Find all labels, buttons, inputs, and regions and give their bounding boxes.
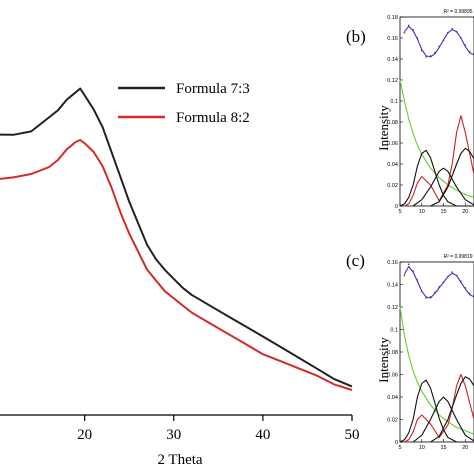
y-tick-label: 0.14: [387, 283, 398, 289]
series-line-0: [0, 87, 353, 388]
x-axis-label: 2 Theta: [157, 452, 202, 468]
y-tick-label: 0.12: [387, 305, 398, 311]
y-tick-label: 0: [395, 204, 398, 210]
frame-rect-c: [399, 261, 474, 443]
fit-panel-b: (b) Intensity R² = 0.99895 0 0.02 0.04 0.06…: [346, 9, 474, 215]
fit-curve-2: [399, 79, 474, 199]
y-tick-label: 0.06: [387, 373, 398, 379]
x-tick-label: 20: [462, 445, 468, 451]
data-point: [403, 274, 406, 277]
y-tick-label: 0.02: [387, 183, 398, 189]
y-axis-label-c: Intensity: [376, 337, 391, 383]
legend-label-formula-8-2: Formula 8:2: [176, 110, 250, 126]
fit-curves-c: [399, 263, 474, 443]
panel-label-b: (b): [346, 27, 366, 46]
y-tick-label: 0.1: [390, 99, 398, 105]
fit-curves-b: [399, 24, 474, 207]
y-tick-label: 0.08: [387, 120, 398, 126]
fit-panel-c: (c) Intensity R² = 0.99819 0 0.02 0.04 0.06…: [346, 251, 474, 451]
fit-curve-4: [399, 379, 474, 443]
y-tick-label: 0.14: [387, 57, 398, 63]
y-tick-label: 0.1: [390, 328, 398, 334]
x-tick-label-20: 20: [77, 427, 92, 443]
y-tick-label: 0.16: [387, 36, 398, 42]
y-tick-label: 0.06: [387, 141, 398, 147]
y-tick-label: 0.08: [387, 350, 398, 356]
y-tick-label: 0.12: [387, 78, 398, 84]
data-point: [451, 271, 454, 273]
data-point: [403, 31, 406, 34]
y-tick-label: 0: [395, 440, 398, 446]
data-point: [451, 27, 454, 30]
data-point: [407, 263, 410, 266]
x-tick-label: 10: [419, 445, 425, 451]
plot-frame-c: [399, 261, 474, 443]
y-tick-label: 0.18: [387, 15, 398, 21]
y-tick-label: 0.04: [387, 395, 398, 401]
fit-curve-6: [430, 147, 474, 207]
fit-curve-5: [412, 396, 474, 443]
fit-curve-2: [399, 306, 474, 435]
y-tick-label: 0.16: [387, 260, 398, 266]
x-tick-label-40: 40: [255, 427, 270, 443]
x-tick-label: 5: [398, 445, 401, 451]
fit-curve-1: [403, 265, 474, 299]
fit-curve-4: [399, 149, 474, 207]
x-tick-label-30: 30: [166, 427, 181, 443]
legend-label-formula-7-3: Formula 7:3: [176, 81, 250, 97]
y-axis-label-b: Intensity: [376, 105, 391, 151]
r-squared-b: R² = 0.99895: [443, 9, 472, 15]
fit-curve-3: [404, 373, 474, 443]
main-xrd-chart: 20 30 40 50 2 Theta Formula 7:3 Formula 8:2: [0, 81, 360, 468]
x-tick-label-50: 50: [345, 427, 360, 443]
plot-frame-b: [399, 16, 474, 207]
fit-curve-6: [430, 376, 474, 443]
series-line-1: [0, 139, 353, 391]
x-tick-label: 15: [440, 445, 446, 451]
data-point: [407, 24, 410, 27]
panel-label-c: (c): [346, 251, 365, 270]
r-squared-c: R² = 0.99819: [443, 254, 472, 260]
x-tick-label: 20: [462, 209, 468, 215]
x-tick-label: 5: [398, 209, 401, 215]
fit-curve-3: [404, 115, 474, 207]
x-tick-label: 15: [440, 209, 446, 215]
x-axis-ticks: 20 30 40 50: [77, 415, 360, 443]
series-lines: [0, 87, 353, 391]
fit-curve-5: [412, 167, 474, 207]
frame-rect-b: [399, 16, 474, 207]
axis-ticks-c: 0 0.02 0.04 0.06 0.08 0.1 0.12 0.14 0.16 5 10 15 20: [387, 260, 468, 451]
axis-ticks-b: 0 0.02 0.04 0.06 0.08 0.1 0.12 0.14 0.16 0.18 5 10 1…: [387, 15, 468, 215]
x-tick-label: 10: [419, 209, 425, 215]
legend: Formula 7:3 Formula 8:2: [118, 81, 250, 126]
y-tick-label: 0.02: [387, 418, 398, 424]
y-tick-label: 0.04: [387, 162, 398, 168]
fit-curve-1: [403, 25, 474, 58]
